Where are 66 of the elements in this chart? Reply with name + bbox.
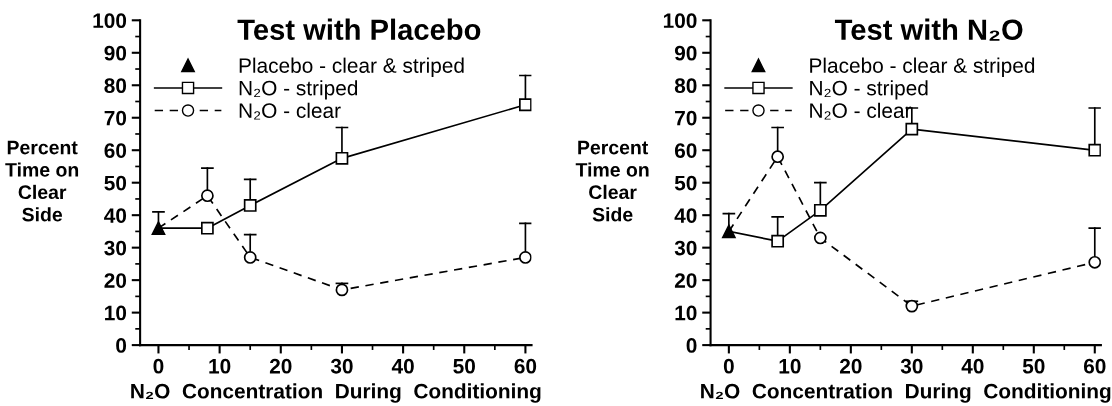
x-tick-label: 0 [153, 358, 164, 374]
point [519, 98, 532, 112]
y-tick-label: 10 [675, 305, 697, 321]
y-tick-label: 60 [104, 143, 127, 158]
x-tick-label: 0 [723, 358, 734, 374]
x-tick-label: 20 [839, 358, 862, 374]
point [1088, 255, 1101, 269]
point [905, 299, 919, 313]
point [771, 234, 785, 248]
y-tick-label: 10 [105, 305, 127, 321]
x-tick-label: 40 [391, 358, 414, 374]
point [1088, 143, 1101, 157]
x-tick-label: 10 [209, 358, 231, 374]
y-tick-label: 90 [674, 45, 697, 61]
x-tick-label: 50 [453, 358, 475, 374]
point [813, 231, 827, 245]
y-tick-label: 50 [104, 175, 127, 191]
point [335, 151, 349, 165]
point [200, 221, 214, 235]
y-tick-label: 80 [674, 78, 697, 94]
point [243, 199, 257, 212]
x-tick-label: 60 [514, 358, 537, 374]
x-tick-label: 20 [269, 358, 292, 374]
x-tick-label: 50 [1022, 358, 1045, 374]
y-tick-label: 70 [104, 110, 127, 126]
point [905, 122, 919, 136]
chart-title: Test with N₂O [834, 18, 1023, 41]
y-tick-label: 60 [674, 143, 697, 158]
point [200, 189, 214, 203]
point [151, 221, 166, 236]
x-tick-label: 40 [961, 358, 984, 374]
y-tick-label: 70 [675, 110, 697, 126]
x-tick-label: 60 [1083, 358, 1106, 374]
y-tick-label: 50 [674, 175, 697, 191]
y-tick-label: 40 [674, 208, 697, 223]
x-tick-label: 10 [779, 358, 801, 374]
y-axis-title: Percent Time on Clear Side [575, 140, 649, 222]
y-axis-title: Percent Time on Clear Side [5, 140, 79, 222]
y-tick-label: 30 [674, 240, 697, 256]
y-tick-label: 100 [93, 13, 127, 29]
y-tick-label: 20 [104, 273, 127, 288]
legend-label: N₂O - striped [239, 80, 358, 100]
point [813, 203, 827, 217]
legend-label: N₂O - clear [239, 102, 341, 120]
point [335, 283, 349, 297]
y-tick-label: 80 [104, 78, 127, 94]
y-tick-label: 100 [663, 13, 697, 29]
x-tick-label: 30 [330, 358, 353, 374]
x-tick-label: 30 [900, 358, 923, 374]
x-axis-title: N₂O Concentration During Conditioning [131, 383, 541, 403]
legend-label: N₂O - striped [810, 80, 928, 100]
point [721, 224, 736, 239]
legend-label: N₂O - clear [810, 102, 912, 120]
y-tick-label: 0 [116, 338, 127, 353]
point [519, 251, 532, 264]
point [243, 251, 257, 264]
legend-label: Placebo - clear & striped [239, 57, 464, 78]
chart-title: Test with Placebo [237, 18, 481, 41]
legend-label: Placebo - clear & striped [810, 57, 1035, 78]
x-axis-title: N₂O Concentration During Conditioning [701, 383, 1111, 403]
y-tick-label: 20 [674, 273, 697, 288]
point [771, 150, 785, 164]
y-tick-label: 90 [104, 45, 127, 61]
y-tick-label: 0 [686, 338, 697, 353]
y-tick-label: 30 [104, 240, 127, 256]
y-tick-label: 40 [104, 208, 127, 223]
